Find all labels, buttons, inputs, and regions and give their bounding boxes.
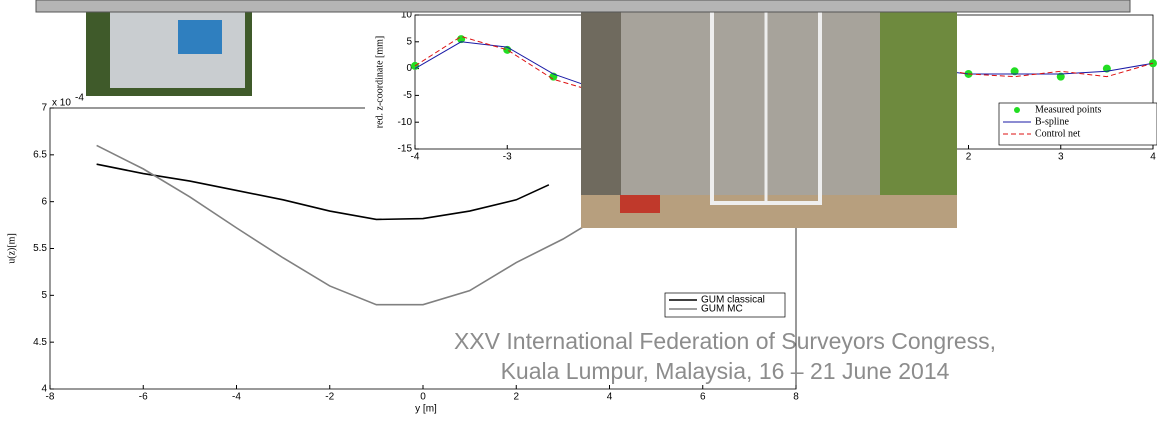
scanner-photo [86, 0, 252, 96]
y-axis-label: u(z)[m] [6, 233, 17, 264]
series-line [97, 145, 587, 304]
x-tick-label: 6 [700, 392, 706, 403]
legend-label: Control net [1035, 128, 1080, 139]
x-tick-label: -3 [503, 152, 512, 163]
x-tick-label: 4 [1150, 152, 1156, 163]
exponent-power: -4 [75, 93, 84, 104]
y-tick-label: 4.5 [33, 337, 47, 348]
x-tick-label: -2 [325, 392, 334, 403]
y-tick-label: 7 [41, 103, 47, 114]
legend-marker [1014, 107, 1020, 113]
legend-label: Measured points [1035, 104, 1101, 115]
x-tick-label: 4 [607, 392, 613, 403]
y-tick-label: 5 [41, 290, 47, 301]
x-tick-label: 8 [793, 392, 799, 403]
y-tick-label: -10 [398, 117, 413, 128]
x-tick-label: -6 [139, 392, 148, 403]
legend-label: B-spline [1035, 116, 1069, 127]
series-line [97, 164, 549, 219]
x-axis-label: y [m] [415, 404, 437, 415]
x-tick-label: -4 [232, 392, 241, 403]
slide: -8-6-4-20246844.555.566.57y [m]u(z)[m]x … [0, 0, 1157, 421]
scanner-panel [178, 20, 222, 54]
y-tick-label: 6.5 [33, 149, 47, 160]
y-tick-label: 4 [41, 384, 47, 395]
x-tick-label: 0 [420, 392, 426, 403]
bridge-photo [581, 8, 957, 228]
exponent-base: x 10 [52, 98, 71, 109]
y-tick-label: 5 [406, 36, 412, 47]
photo-object [620, 195, 660, 213]
x-tick-label: 3 [1058, 152, 1064, 163]
y-tick-label: -15 [398, 144, 413, 155]
footer-text: XXV International Federation of Surveyor… [430, 326, 1020, 386]
x-tick-label: 2 [513, 392, 519, 403]
legend-label: GUM MC [701, 304, 743, 315]
y-tick-label: 5.5 [33, 243, 47, 254]
scanner-body [110, 0, 245, 88]
y-tick-label: 6 [41, 196, 47, 207]
title-bar [36, 0, 1130, 12]
y-tick-label: -5 [403, 90, 412, 101]
x-tick-label: 2 [966, 152, 972, 163]
y-axis-label: red. z-coordinate [mm] [374, 36, 385, 128]
